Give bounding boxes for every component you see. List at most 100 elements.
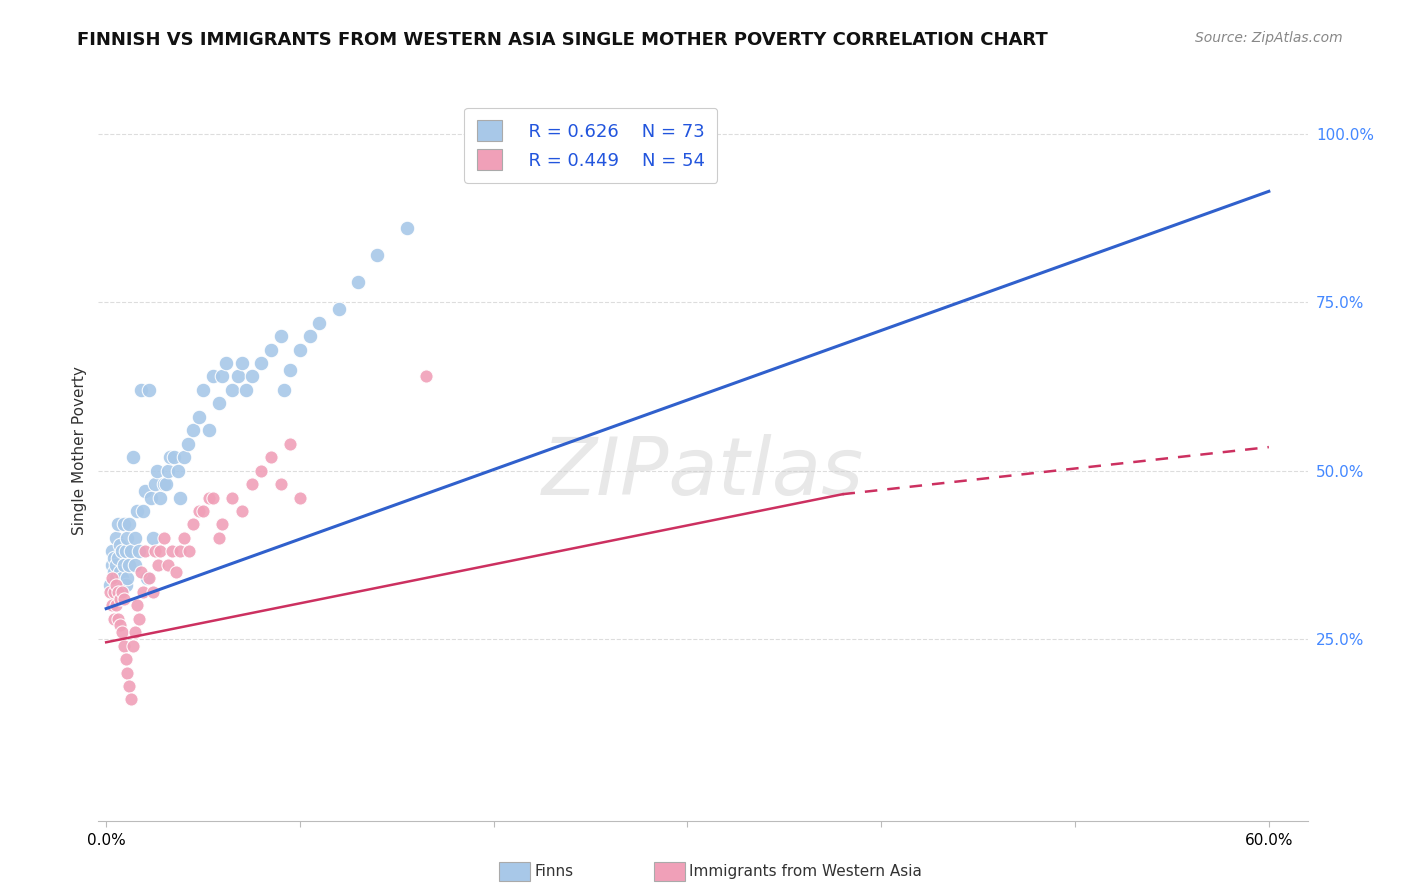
Point [145, 464, 167, 478]
Point [149, 544, 172, 558]
Point [221, 383, 243, 397]
Point [183, 517, 205, 532]
Point [107, 551, 129, 566]
Point [153, 531, 176, 545]
Point [226, 369, 249, 384]
Point [176, 436, 198, 450]
Point [122, 450, 145, 465]
Point [104, 558, 127, 572]
Point [169, 544, 191, 558]
Point [167, 464, 190, 478]
Point [288, 491, 311, 505]
Point [347, 275, 370, 289]
Point [240, 369, 263, 384]
Point [148, 558, 170, 572]
Point [107, 584, 129, 599]
Point [129, 565, 152, 579]
Point [101, 571, 124, 585]
Point [250, 464, 273, 478]
Point [122, 639, 145, 653]
Point [108, 538, 131, 552]
Point [211, 369, 233, 384]
Point [211, 517, 233, 532]
Point [235, 383, 257, 397]
Text: Immigrants from Western Asia: Immigrants from Western Asia [689, 864, 922, 879]
Point [191, 383, 214, 397]
Point [104, 599, 127, 613]
Point [183, 423, 205, 437]
Point [104, 531, 127, 545]
Point [128, 544, 150, 558]
Point [127, 504, 149, 518]
Point [191, 504, 214, 518]
Point [135, 571, 157, 585]
Point [111, 625, 134, 640]
Point [165, 565, 187, 579]
Point [153, 477, 176, 491]
Point [149, 491, 172, 505]
Point [111, 571, 134, 585]
Point [215, 356, 238, 370]
Point [270, 329, 292, 343]
Text: FINNISH VS IMMIGRANTS FROM WESTERN ASIA SINGLE MOTHER POVERTY CORRELATION CHART: FINNISH VS IMMIGRANTS FROM WESTERN ASIA … [77, 31, 1047, 49]
Point [160, 544, 183, 558]
Point [114, 652, 136, 666]
Point [124, 625, 146, 640]
Point [273, 383, 295, 397]
Text: Finns: Finns [534, 864, 574, 879]
Point [138, 383, 160, 397]
Point [118, 517, 141, 532]
Point [112, 591, 135, 606]
Point [132, 504, 155, 518]
Point [240, 477, 263, 491]
Point [366, 248, 388, 262]
Point [107, 612, 129, 626]
Point [104, 578, 127, 592]
Point [120, 544, 142, 558]
Y-axis label: Single Mother Poverty: Single Mother Poverty [72, 366, 87, 535]
Point [278, 362, 301, 376]
Point [188, 504, 211, 518]
Point [328, 302, 350, 317]
Point [201, 491, 224, 505]
Point [117, 571, 139, 585]
Point [298, 329, 321, 343]
Point [134, 483, 156, 498]
Point [104, 571, 127, 585]
Point [142, 531, 165, 545]
Point [103, 612, 125, 626]
Point [108, 565, 131, 579]
Point [101, 558, 124, 572]
Point [112, 517, 135, 532]
Point [207, 396, 229, 410]
Point [111, 584, 134, 599]
Point [118, 679, 141, 693]
Point [112, 639, 135, 653]
Point [221, 491, 243, 505]
Point [288, 343, 311, 357]
Point [108, 618, 131, 632]
Point [132, 584, 155, 599]
Point [308, 316, 330, 330]
Point [270, 477, 292, 491]
Point [114, 578, 136, 592]
Point [134, 544, 156, 558]
Point [260, 450, 283, 465]
Point [101, 544, 124, 558]
Point [101, 599, 124, 613]
Point [139, 491, 162, 505]
Point [415, 369, 437, 384]
Point [114, 544, 136, 558]
Point [260, 343, 283, 357]
Point [98, 578, 121, 592]
Point [278, 436, 301, 450]
Point [198, 423, 221, 437]
Point [157, 464, 180, 478]
Point [120, 692, 142, 706]
Point [163, 450, 186, 465]
Point [127, 599, 149, 613]
Point [173, 450, 195, 465]
Point [142, 584, 165, 599]
Point [111, 544, 134, 558]
Point [143, 477, 166, 491]
